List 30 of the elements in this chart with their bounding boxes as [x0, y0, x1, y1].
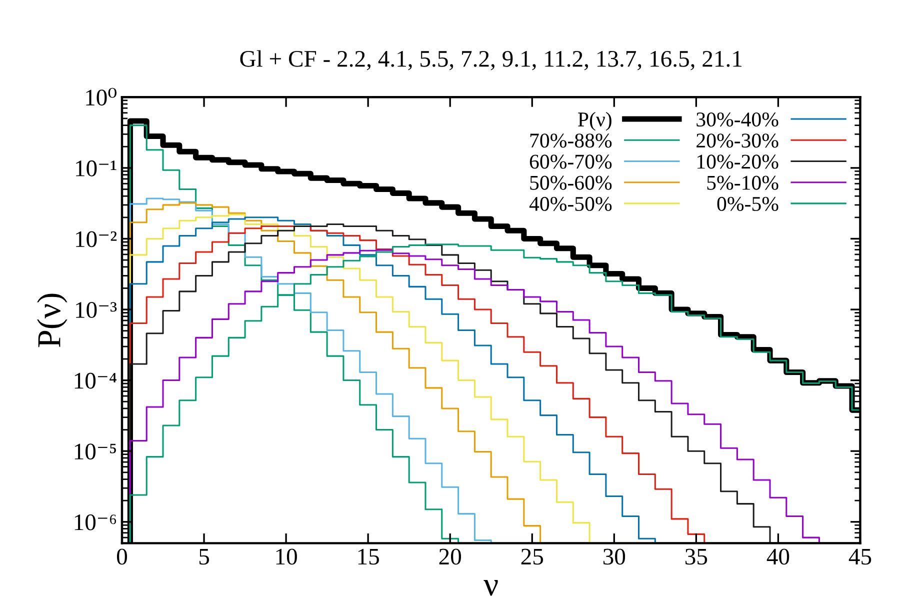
- y-tick-label: 10⁻¹: [76, 160, 116, 176]
- legend-label: 0%-5%: [717, 196, 778, 212]
- x-tick-label: 30: [603, 548, 626, 565]
- legend-label: 10%-20%: [697, 154, 778, 169]
- legend-label: P(ν): [578, 112, 612, 131]
- legend-label: 60%-70%: [530, 154, 612, 169]
- legend-label: 30%-40%: [696, 112, 778, 127]
- x-tick-label: 5: [199, 548, 209, 565]
- y-tick-label: 10⁰: [86, 88, 117, 106]
- legend-label: 70%-88%: [530, 134, 612, 148]
- x-tick-label: 20: [439, 548, 461, 565]
- legend-label: 5%-10%: [707, 176, 778, 190]
- y-tick-label: 10⁻³: [76, 302, 117, 318]
- y-tick-label: 10⁻⁵: [74, 444, 116, 460]
- x-tick-label: 25: [521, 548, 544, 565]
- x-axis-title: ν: [484, 580, 498, 596]
- y-tick-label: 10⁻⁴: [74, 372, 116, 389]
- y-tick-label: 10⁻²: [76, 231, 117, 248]
- x-tick-label: 0: [116, 548, 127, 565]
- legend-label: 50%-60%: [530, 176, 612, 190]
- legend-label: 20%-30%: [696, 134, 778, 148]
- x-tick-label: 45: [848, 548, 872, 565]
- x-tick-label: 15: [358, 548, 379, 565]
- x-tick-label: 40: [766, 548, 790, 565]
- x-tick-label: 10: [276, 548, 297, 565]
- chart-title: Gl + CF - 2.2, 4.1, 5.5, 7.2, 9.1, 11.2, 13.7, 16.5, 21.1: [240, 50, 742, 70]
- legend-label: 40%-50%: [529, 196, 612, 212]
- x-tick-label: 35: [685, 548, 708, 565]
- y-tick-label: 10⁻⁶: [74, 514, 116, 530]
- y-axis-title: P(ν): [37, 294, 68, 348]
